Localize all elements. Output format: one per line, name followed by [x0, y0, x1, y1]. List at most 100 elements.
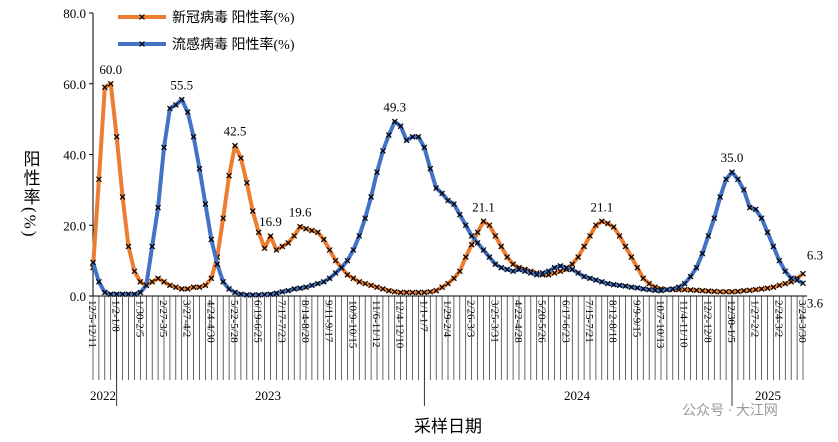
point-marker: [616, 282, 623, 289]
point-marker: [687, 287, 694, 293]
point-marker: [729, 169, 735, 176]
point-marker: [516, 266, 522, 273]
point-marker: [486, 222, 493, 229]
point-marker: [533, 271, 540, 278]
point-marker: [592, 277, 599, 284]
x-tick-label: 12/4-12/10: [394, 300, 406, 349]
x-tick-label: 5/22-5/28: [228, 300, 240, 343]
point-marker: [184, 109, 191, 115]
point-marker: [758, 215, 765, 222]
point-marker: [622, 283, 629, 290]
legend-label: 流感病毒 阳性率(%): [172, 36, 295, 53]
point-marker: [149, 243, 156, 250]
point-marker: [368, 282, 375, 289]
point-marker: [598, 278, 605, 285]
point-marker: [752, 286, 759, 293]
point-marker: [261, 245, 268, 252]
point-marker: [303, 284, 309, 291]
point-marker: [770, 284, 777, 291]
x-tick-label: 1/30-2/5: [133, 300, 145, 338]
point-marker: [776, 282, 783, 289]
point-marker: [462, 222, 469, 229]
point-marker: [131, 268, 138, 275]
point-marker: [267, 233, 274, 240]
legend-marker: [139, 14, 145, 20]
point-marker: [119, 291, 126, 298]
point-marker: [717, 194, 724, 200]
point-marker: [800, 270, 806, 277]
x-tick-label: 6/17-6/23: [559, 300, 571, 343]
point-marker: [279, 243, 286, 250]
point-marker: [427, 165, 434, 172]
point-marker: [610, 281, 617, 288]
point-marker: [581, 273, 588, 280]
point-marker: [652, 287, 659, 294]
point-marker: [415, 289, 422, 296]
point-marker: [403, 289, 410, 296]
year-label: 2023: [255, 388, 281, 403]
point-marker: [237, 291, 244, 298]
point-marker: [379, 286, 386, 292]
point-marker: [385, 132, 392, 138]
year-label: 2024: [564, 388, 591, 403]
point-marker: [226, 286, 233, 292]
point-marker: [758, 286, 765, 292]
point-marker: [326, 275, 333, 282]
x-tick-label: 7/17-7/23: [275, 300, 287, 343]
point-marker: [734, 288, 741, 295]
point-marker: [90, 259, 96, 266]
point-marker: [450, 201, 457, 207]
data-label: 35.0: [721, 150, 744, 165]
point-marker: [101, 289, 108, 296]
x-tick-label: 8/14-8/20: [299, 300, 311, 343]
point-marker: [178, 286, 185, 292]
point-marker: [740, 186, 747, 193]
point-marker: [308, 282, 315, 289]
point-marker: [640, 275, 647, 282]
point-marker: [711, 215, 718, 222]
y-tick-label: 60.0: [63, 77, 86, 92]
point-marker: [604, 280, 611, 287]
x-tick-label: 3/27-4/2: [181, 300, 193, 337]
point-marker: [598, 218, 605, 225]
point-marker: [669, 286, 676, 292]
data-label: 49.3: [383, 100, 406, 115]
x-tick-label: 6/19-6/25: [252, 300, 264, 343]
point-marker: [782, 280, 789, 287]
legend-label: 新冠病毒 阳性率(%): [172, 9, 295, 26]
point-marker: [557, 268, 564, 275]
point-marker: [752, 206, 759, 213]
point-marker: [391, 288, 398, 295]
point-marker: [646, 280, 653, 287]
point-marker: [409, 289, 416, 296]
point-marker: [646, 286, 653, 293]
point-marker: [338, 264, 345, 271]
point-marker: [610, 224, 617, 230]
point-marker: [551, 270, 558, 276]
point-marker: [433, 185, 440, 192]
point-marker: [166, 282, 173, 289]
point-marker: [746, 287, 753, 294]
point-marker: [113, 133, 120, 140]
point-marker: [308, 227, 315, 234]
y-tick-label: 40.0: [63, 148, 86, 163]
point-marker: [415, 133, 422, 140]
point-marker: [468, 232, 475, 239]
point-marker: [368, 194, 375, 200]
point-marker: [663, 286, 670, 293]
point-marker: [291, 286, 298, 292]
point-marker: [468, 241, 475, 248]
point-marker: [409, 133, 416, 140]
point-marker: [125, 243, 132, 250]
point-marker: [249, 292, 256, 298]
point-marker: [705, 232, 712, 239]
x-tick-label: 4/22-4/28: [512, 300, 524, 343]
point-marker: [137, 278, 144, 285]
x-tick-label: 1/27-2/2: [749, 300, 761, 337]
point-marker: [421, 144, 428, 151]
point-marker: [628, 254, 635, 261]
point-marker: [391, 118, 398, 125]
point-marker: [166, 105, 173, 112]
point-marker: [800, 280, 806, 287]
point-marker: [261, 291, 268, 298]
